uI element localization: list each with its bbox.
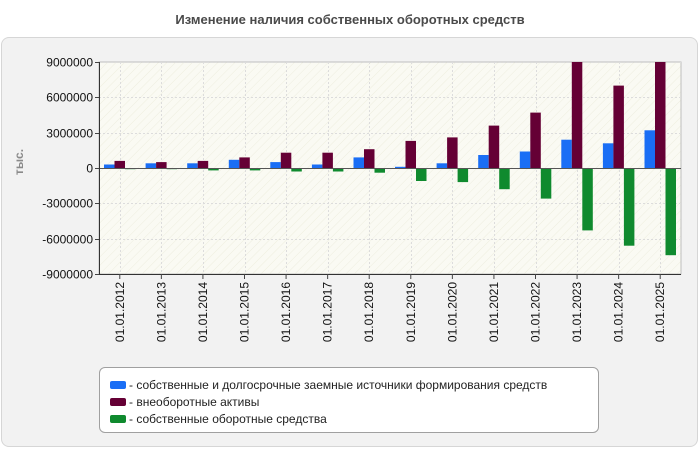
- legend-item: собственные и долгосрочные заемные источ…: [110, 376, 598, 393]
- bar: [332, 168, 344, 172]
- legend-label: внеоборотные активы: [129, 395, 259, 409]
- bar: [613, 85, 624, 168]
- y-tick-label: 3000000: [46, 127, 93, 141]
- y-tick-label: 6000000: [46, 91, 93, 105]
- bar: [249, 168, 261, 171]
- bar: [311, 164, 323, 168]
- bar: [665, 168, 676, 256]
- bar: [644, 130, 655, 168]
- x-tick-label: 01.01.2020: [445, 282, 459, 342]
- chart-title: Изменение наличия собственных оборотных …: [175, 12, 525, 27]
- bar: [530, 112, 541, 168]
- bar: [187, 163, 198, 168]
- bar: [208, 168, 219, 171]
- legend-swatch: [110, 397, 126, 406]
- bar: [364, 149, 375, 168]
- bar: [280, 152, 292, 168]
- bar: [519, 151, 531, 168]
- bar: [478, 155, 489, 168]
- y-axis-label: тыс.: [12, 149, 26, 175]
- bar: [322, 152, 333, 168]
- bar: [561, 139, 572, 168]
- x-tick-label: 01.01.2017: [321, 282, 335, 342]
- bar: [602, 143, 614, 168]
- bar: [436, 163, 448, 168]
- bar: [104, 164, 115, 168]
- legend: собственные и долгосрочные заемные источ…: [99, 367, 599, 433]
- y-tick-label: 9000000: [46, 56, 93, 70]
- y-tick-label: -3000000: [42, 197, 93, 211]
- legend-label: собственные и долгосрочные заемные источ…: [129, 378, 547, 392]
- bar: [156, 162, 167, 168]
- bar: [353, 157, 364, 168]
- x-tick-label: 01.01.2016: [279, 282, 293, 342]
- bar: [416, 168, 427, 181]
- bar: [374, 168, 385, 173]
- x-tick-label: 01.01.2012: [113, 282, 127, 342]
- bar: [270, 162, 281, 168]
- legend-item: собственные оборотные средства: [110, 410, 598, 427]
- bar: [405, 140, 416, 168]
- y-tick-label: -6000000: [42, 233, 93, 247]
- x-tick-label: 01.01.2015: [238, 282, 252, 342]
- bar: [228, 159, 240, 168]
- bar: [488, 125, 500, 168]
- bar: [114, 160, 125, 168]
- axes: 9000000 6000000 3000000 0 -3000000 -6000000 -9…: [42, 56, 681, 342]
- x-tick-label: 01.01.2021: [487, 282, 501, 342]
- bar: [655, 62, 666, 168]
- x-tick-label: 01.01.2025: [653, 282, 667, 342]
- bars: [104, 62, 676, 256]
- bar: [395, 166, 406, 168]
- bar: [582, 168, 593, 231]
- x-tick-label: 01.01.2018: [362, 282, 376, 342]
- legend-item: внеоборотные активы: [110, 393, 598, 410]
- bar: [447, 137, 458, 168]
- bar: [623, 168, 635, 246]
- bar: [571, 62, 583, 168]
- x-tick-label: 01.01.2023: [570, 282, 584, 342]
- x-tick-label: 01.01.2019: [404, 282, 418, 342]
- bar: [145, 163, 157, 168]
- y-tick-label: 0: [86, 162, 93, 176]
- bar: [499, 168, 510, 190]
- x-tick-label: 01.01.2022: [529, 282, 543, 342]
- legend-swatch: [110, 414, 126, 423]
- legend-label: собственные оборотные средства: [129, 412, 326, 426]
- legend-swatch: [110, 380, 126, 389]
- y-tick-label: -9000000: [42, 268, 93, 282]
- x-tick-label: 01.01.2013: [154, 282, 168, 342]
- x-tick-label: 01.01.2014: [196, 282, 210, 342]
- x-tick-label: 01.01.2024: [612, 282, 626, 342]
- bar: [457, 168, 469, 183]
- bar: [540, 168, 552, 199]
- bar: [197, 160, 209, 168]
- bar: [239, 157, 250, 168]
- bar: [291, 168, 302, 172]
